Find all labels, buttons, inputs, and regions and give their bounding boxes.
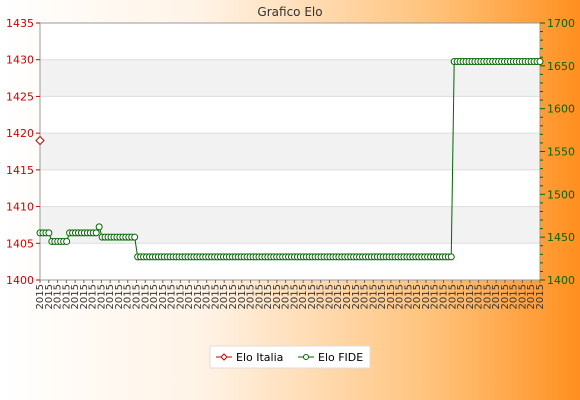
x-axis-tick-label: 2015	[482, 284, 493, 309]
x-axis-tick-label: 2015	[412, 284, 423, 309]
x-axis-tick-label: 2015	[368, 284, 379, 309]
x-axis-tick-label: 2015	[395, 284, 406, 309]
plot-band	[40, 133, 540, 170]
x-axis-tick-label: 2015	[447, 284, 458, 309]
x-axis-tick-label: 2015	[210, 284, 221, 309]
left-axis-tick-label: 1430	[6, 54, 34, 67]
x-axis-tick-label: 2015	[237, 284, 248, 309]
x-axis-tick-label: 2015	[263, 284, 274, 309]
x-axis-tick-label: 2015	[79, 284, 90, 309]
data-point-elo-fide	[45, 229, 53, 237]
legend-box	[209, 345, 371, 369]
x-axis-tick-label: 2015	[526, 284, 537, 309]
x-axis-tick-label: 2015	[430, 284, 441, 309]
left-axis-tick-label: 1425	[6, 90, 34, 103]
right-axis-tick-label: 1600	[547, 103, 575, 116]
x-axis-tick-label: 2015	[219, 284, 230, 309]
x-axis-tick-label: 2015	[316, 284, 327, 309]
x-axis-tick-label: 2015	[465, 284, 476, 309]
x-axis-tick-label: 2015	[456, 284, 467, 309]
x-axis-tick-label: 2015	[377, 284, 388, 309]
x-axis-tick-label: 2015	[123, 284, 134, 309]
x-axis-tick-label: 2015	[228, 284, 239, 309]
data-point-elo-fide	[447, 253, 455, 261]
x-axis-tick-label: 2015	[114, 284, 125, 309]
left-axis-tick-label: 1410	[6, 201, 34, 214]
x-axis-tick-label: 2015	[439, 284, 450, 309]
left-axis-tick-label: 1415	[6, 164, 34, 177]
x-axis-tick-label: 2015	[491, 284, 502, 309]
right-axis-tick-label: 1700	[547, 17, 575, 30]
x-axis-tick-label: 2015	[298, 284, 309, 309]
x-axis-tick-label: 2015	[175, 284, 186, 309]
data-point-elo-fide	[95, 223, 103, 231]
x-axis-tick-label: 2015	[360, 284, 371, 309]
data-point-elo-fide	[92, 229, 100, 237]
x-axis-tick-label: 2015	[272, 284, 283, 309]
x-axis-tick-label: 2015	[474, 284, 485, 309]
x-axis-tick-label: 2015	[184, 284, 195, 309]
x-axis-tick-label: 2015	[333, 284, 344, 309]
x-axis-tick-label: 2015	[193, 284, 204, 309]
x-axis-tick-label: 2015	[149, 284, 160, 309]
legend: Elo Italia Elo FIDE	[209, 345, 371, 369]
x-axis-tick-label: 2015	[246, 284, 257, 309]
right-axis-tick-label: 1450	[547, 231, 575, 244]
x-axis-tick-label: 2015	[421, 284, 432, 309]
x-axis-tick-label: 2015	[500, 284, 511, 309]
right-axis-tick-label: 1500	[547, 188, 575, 201]
x-axis-tick-label: 2015	[403, 284, 414, 309]
x-axis-tick-label: 2015	[35, 284, 46, 309]
data-point-elo-fide	[63, 237, 71, 245]
x-axis-tick-label: 2015	[535, 284, 546, 309]
x-axis-tick-label: 2015	[342, 284, 353, 309]
data-point-elo-fide	[131, 233, 139, 241]
x-axis-tick-label: 2015	[96, 284, 107, 309]
data-point-elo-fide	[536, 58, 544, 66]
x-axis-tick-label: 2015	[254, 284, 265, 309]
right-axis-tick-label: 1650	[547, 60, 575, 73]
legend-marker-elo-fide-dot	[303, 354, 309, 360]
left-axis-tick-label: 1400	[6, 274, 34, 287]
left-axis-tick-label: 1420	[6, 127, 34, 140]
x-axis-tick-label: 2015	[61, 284, 72, 309]
x-axis-tick-label: 2015	[281, 284, 292, 309]
x-axis-tick-label: 2015	[307, 284, 318, 309]
series-elo-italia	[35, 135, 45, 146]
x-axis-tick-label: 2015	[70, 284, 81, 309]
legend-label-elo-fide: Elo FIDE	[318, 351, 363, 364]
left-axis-tick-label: 1435	[6, 17, 34, 30]
left-axis-tick-label: 1405	[6, 237, 34, 250]
x-axis-tick-label: 2015	[289, 284, 300, 309]
x-axis-tick-label: 2015	[53, 284, 64, 309]
data-point-elo-italia	[35, 135, 45, 146]
x-axis-tick-label: 2015	[131, 284, 142, 309]
plot-band	[40, 59, 540, 97]
x-axis-tick-label: 2015	[386, 284, 397, 309]
x-axis-tick-label: 2015	[44, 284, 55, 309]
right-axis-tick-label: 1550	[547, 146, 575, 159]
x-axis-tick-label: 2015	[517, 284, 528, 309]
right-axis-tick-label: 1400	[547, 274, 575, 287]
axes: 1400 1405 1410 1415 1420 1425 1430 1435 1400 1450…	[6, 17, 575, 309]
x-axis-tick-label: 2015	[351, 284, 362, 309]
series-elo-fide	[36, 58, 544, 261]
x-axis-tick-label: 2015	[509, 284, 520, 309]
x-axis-tick-label: 2015	[202, 284, 213, 309]
x-axis-tick-label: 2015	[88, 284, 99, 309]
x-axis-tick-label: 2015	[105, 284, 116, 309]
legend-marker-elo-italia-diamond	[220, 353, 228, 361]
x-axis-tick-label: 2015	[158, 284, 169, 309]
x-axis-tick-label: 2015	[324, 284, 335, 309]
chart-title: Grafico Elo	[257, 5, 322, 19]
legend-label-elo-italia: Elo Italia	[236, 351, 283, 364]
x-axis-tick-label: 2015	[140, 284, 151, 309]
x-axis-tick-label: 2015	[167, 284, 178, 309]
